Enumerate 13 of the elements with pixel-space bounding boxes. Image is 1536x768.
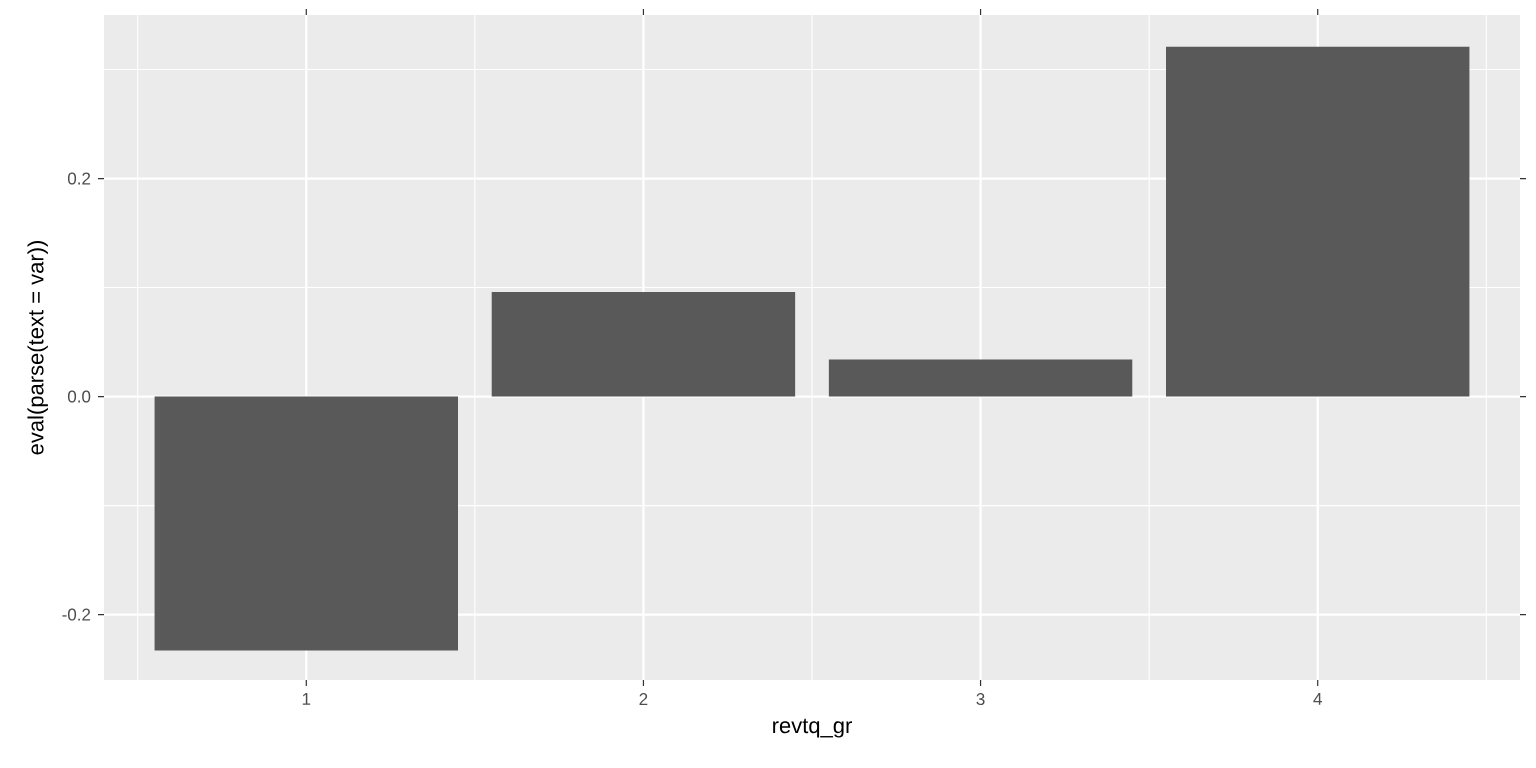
x-tick-label: 2: [639, 693, 648, 705]
x-tick-label: 4: [1313, 693, 1322, 705]
y-tick-label: 0.2: [67, 172, 91, 185]
x-tick-label: 1: [302, 693, 311, 705]
y-tick-label: 0.0: [67, 390, 91, 403]
bar: [828, 359, 1133, 397]
y-tick-label: -0.2: [62, 608, 91, 621]
bar: [154, 396, 458, 651]
bar: [1166, 46, 1470, 397]
x-axis-title: revtq_gr: [773, 718, 852, 738]
y-axis-title: eval(parse(text = var)): [27, 241, 48, 455]
x-tick-label: 3: [976, 693, 985, 706]
bar: [491, 291, 796, 397]
